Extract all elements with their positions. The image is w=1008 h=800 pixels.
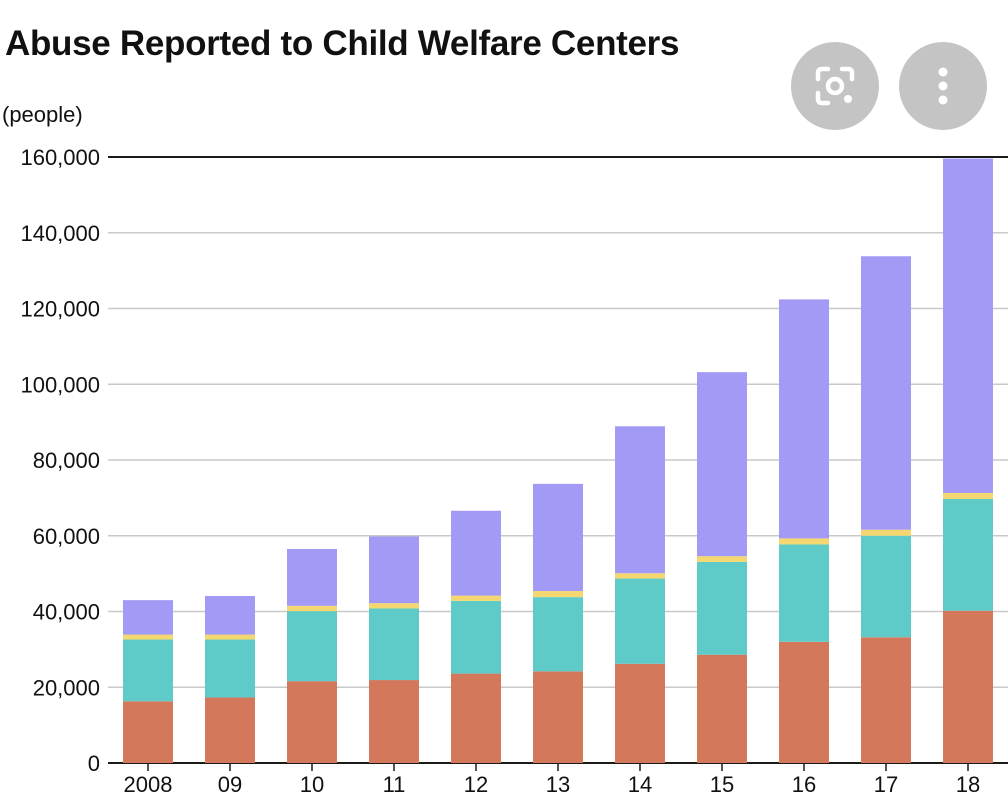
bar-segment-series-4 [861,256,911,530]
bar-segment-series-2 [369,608,419,681]
y-tick-label: 20,000 [33,675,100,700]
bars [123,158,993,763]
bar-segment-series-1 [779,641,829,763]
y-tick-label: 140,000 [20,221,100,246]
bar-segment-series-3 [697,556,747,562]
bar-segment-series-1 [123,701,173,763]
bar-segment-series-3 [779,538,829,545]
x-tick-label: 14 [628,772,652,797]
bar-segment-series-2 [697,561,747,655]
more-vertical-icon [938,67,948,105]
x-axis-ticks: 2008 09 10 11 12 13 14 15 16 17 18 [124,763,980,797]
x-tick-label: 2008 [124,772,173,797]
bar-segment-series-3 [861,529,911,536]
bar-segment-series-1 [943,610,993,763]
bar-segment-series-1 [451,673,501,763]
bar-segment-series-4 [369,536,419,604]
y-tick-label: 160,000 [20,145,100,170]
bar-segment-series-2 [205,639,255,698]
bar-segment-series-1 [697,654,747,763]
bar-segment-series-4 [451,510,501,596]
x-tick-label: 13 [546,772,570,797]
bar-segment-series-3 [123,634,173,640]
bar-segment-series-3 [451,595,501,601]
bar-segment-series-1 [369,680,419,763]
bar-segment-series-2 [779,544,829,642]
y-tick-label: 100,000 [20,372,100,397]
bar-segment-series-2 [533,597,583,672]
bar-segment-series-1 [861,637,911,763]
grid-lines [108,156,1008,764]
bar-segment-series-2 [861,535,911,638]
x-tick-label: 17 [874,772,898,797]
y-axis-ticks: 0 20,000 40,000 60,000 80,000 100,000 120,000 1… [20,145,100,776]
bar-segment-series-3 [533,591,583,598]
y-tick-label: 120,000 [20,297,100,322]
bar-segment-series-3 [943,492,993,500]
bar-segment-series-4 [779,299,829,539]
bar-segment-series-1 [533,671,583,763]
y-tick-label: 60,000 [33,524,100,549]
bar-segment-series-4 [533,483,583,592]
y-axis-unit-label: (people) [2,102,83,127]
x-tick-label: 10 [300,772,324,797]
y-tick-label: 40,000 [33,600,100,625]
bar-segment-series-3 [205,634,255,640]
visual-search-button[interactable] [791,42,879,130]
bar-segment-series-4 [287,549,337,606]
x-tick-label: 12 [464,772,488,797]
bar-segment-series-1 [205,697,255,763]
bar-segment-series-3 [287,605,337,612]
chart-title: Abuse Reported to Child Welfare Centers [5,24,680,63]
x-tick-label: 18 [956,772,980,797]
x-tick-label: 15 [710,772,734,797]
y-tick-label: 0 [88,751,100,776]
y-tick-label: 80,000 [33,448,100,473]
bar-segment-series-3 [615,573,665,579]
bar-segment-series-1 [615,663,665,763]
bar-segment-series-4 [123,600,173,635]
bar-segment-series-2 [451,600,501,674]
bar-segment-series-4 [697,372,747,557]
bar-segment-series-1 [287,681,337,763]
more-options-button[interactable] [899,42,987,130]
x-tick-label: 11 [383,772,406,797]
x-tick-label: 16 [792,772,816,797]
bar-segment-series-4 [205,595,255,635]
bar-segment-series-4 [615,426,665,574]
bar-segment-series-2 [287,611,337,682]
bar-segment-series-2 [123,639,173,702]
bar-segment-series-3 [369,603,419,609]
bar-segment-series-4 [943,158,993,493]
bar-segment-series-2 [943,499,993,611]
x-tick-label: 09 [218,772,242,797]
bar-segment-series-2 [615,578,665,664]
lens-icon [815,66,855,106]
